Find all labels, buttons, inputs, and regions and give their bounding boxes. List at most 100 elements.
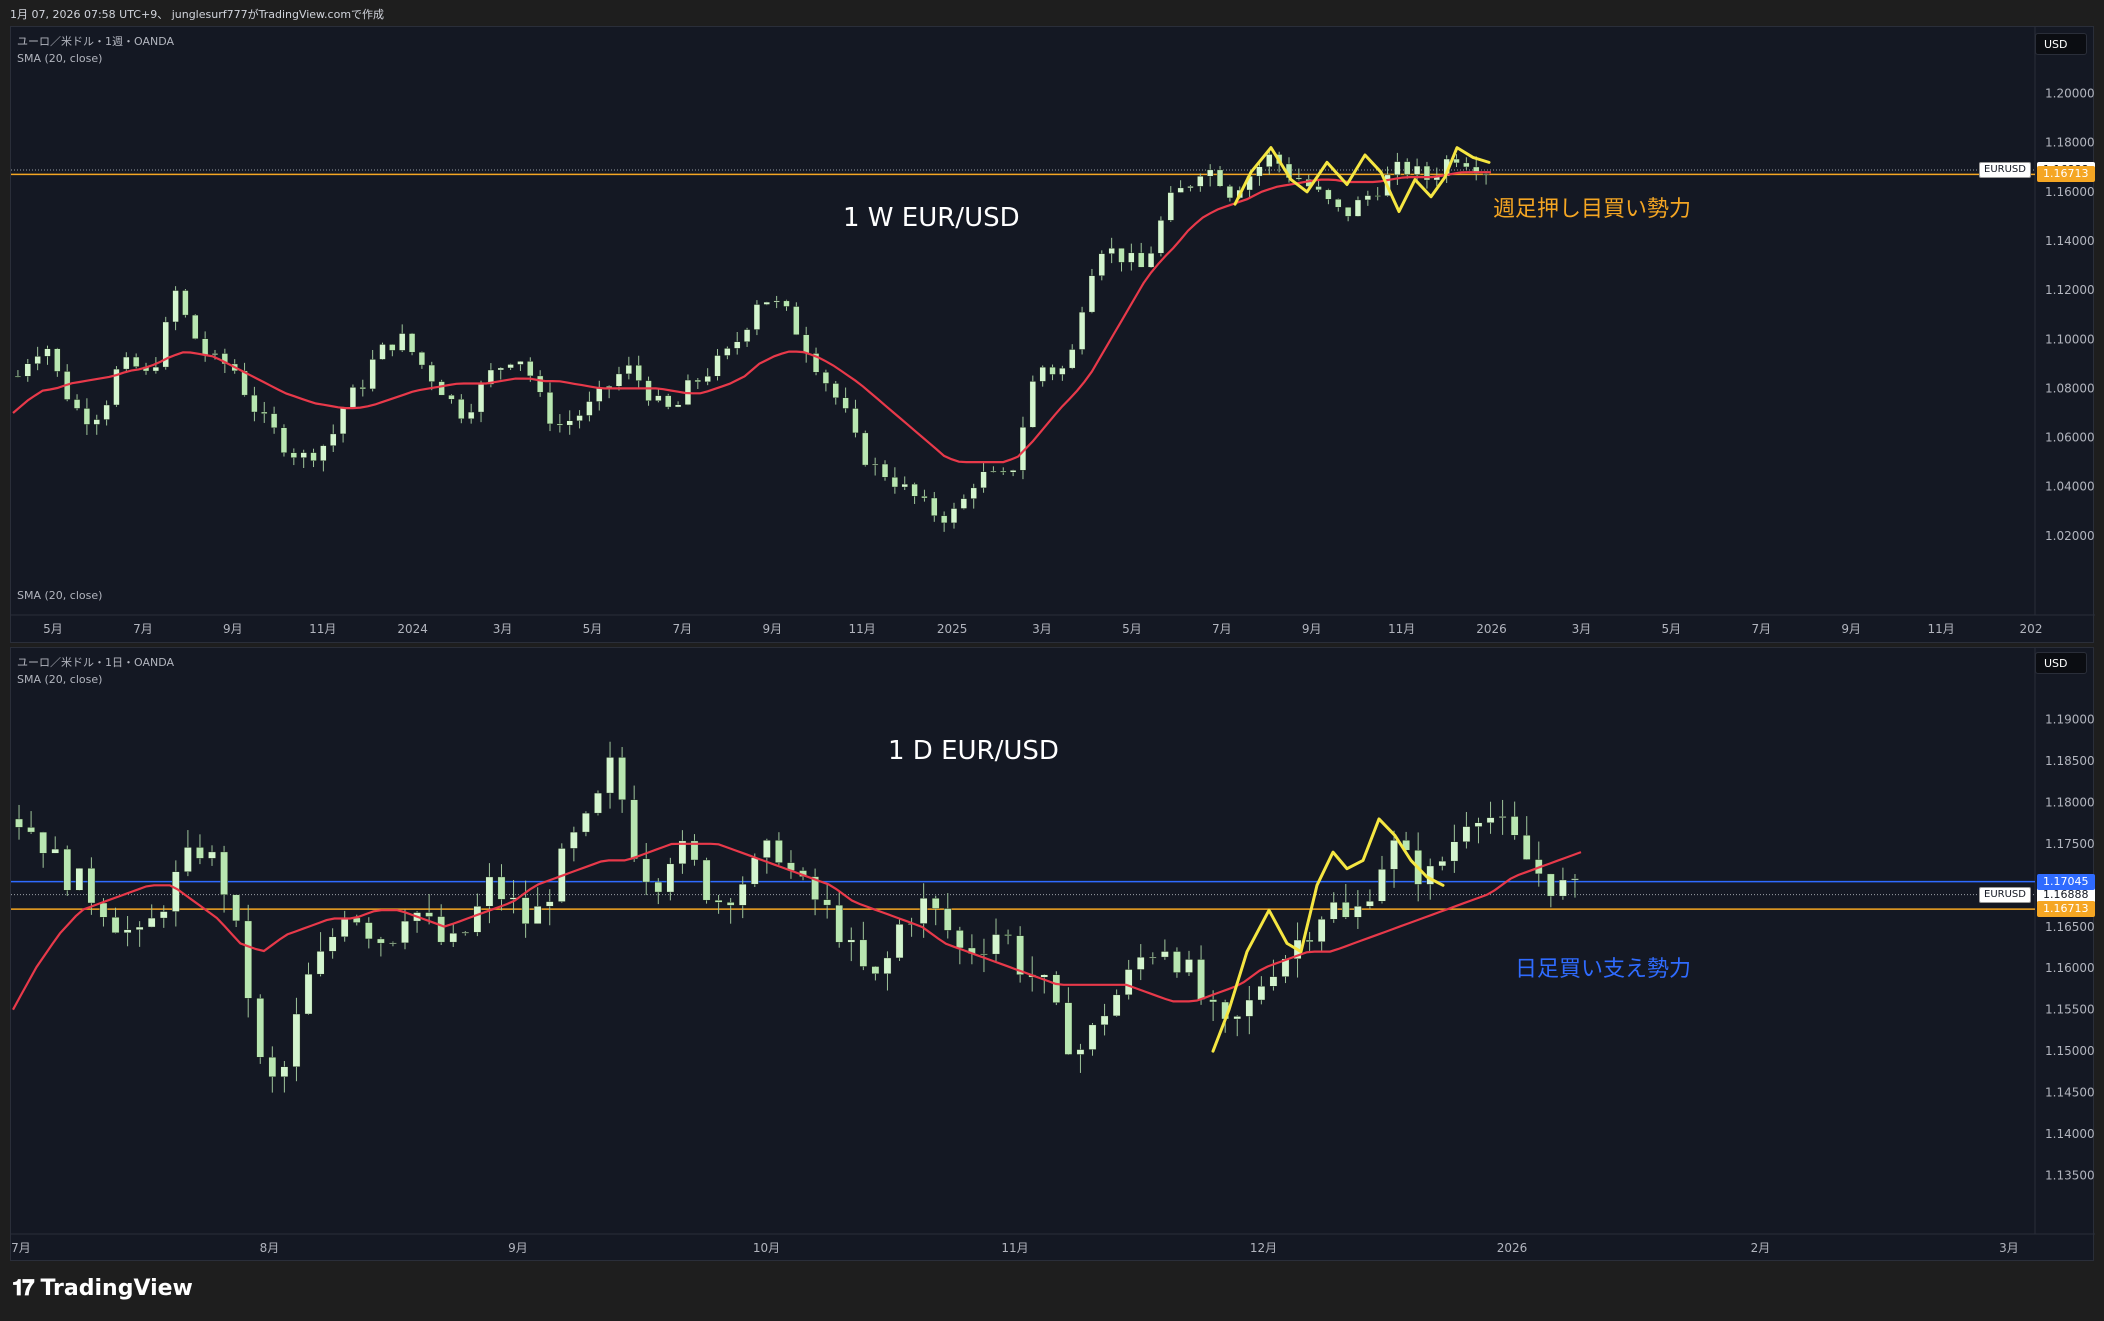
candle [960, 494, 968, 510]
candle [401, 909, 409, 950]
candle-body [1052, 974, 1061, 1003]
candle-body [399, 333, 406, 351]
time-tick-label: 5月 [583, 622, 603, 636]
candle-body [1462, 826, 1471, 842]
candle-body [83, 408, 91, 425]
candle [556, 414, 564, 433]
candle-body [726, 902, 735, 906]
time-tick-label: 11月 [1927, 622, 1954, 636]
sma-20-line [12, 842, 1582, 1011]
candle-body [39, 831, 47, 854]
candle [172, 286, 179, 331]
daily-indicator-label[interactable]: SMA (20, close) [17, 673, 103, 686]
weekly-chart-title: 1 W EUR/USD [843, 203, 1020, 233]
candle [1076, 1043, 1085, 1073]
candle-body [1185, 959, 1193, 973]
candle [787, 850, 795, 879]
candle [678, 830, 687, 874]
candle-body [304, 973, 313, 1015]
candle [14, 370, 22, 378]
candle [1341, 884, 1350, 920]
weekly-sub-indicator-label[interactable]: SMA (20, close) [17, 589, 103, 602]
price-tick-label: 1.12000 [2045, 283, 2095, 297]
candle [292, 997, 301, 1082]
time-tick-label: 2024 [397, 622, 428, 636]
candle-body [823, 899, 831, 906]
time-tick-label: 7月 [11, 1241, 31, 1255]
candle-body [261, 411, 268, 414]
candle [1257, 976, 1266, 1005]
price-tick-label: 1.13500 [2045, 1169, 2095, 1183]
weekly-currency-badge[interactable]: USD [2035, 33, 2087, 55]
candle [256, 994, 265, 1064]
candle-body [113, 368, 120, 406]
candle-body [24, 363, 31, 377]
candle [364, 917, 373, 949]
candle [1216, 166, 1224, 188]
time-tick-label: 9月 [508, 1241, 528, 1255]
candle-body [461, 932, 470, 934]
candle-body [1335, 199, 1342, 208]
candle [1453, 154, 1460, 168]
candle-body [1547, 873, 1555, 897]
candle [901, 476, 908, 491]
candle-body [1498, 816, 1507, 818]
candle [1187, 185, 1194, 192]
candle-body [1187, 186, 1194, 189]
candle [738, 876, 747, 919]
candle [1498, 799, 1507, 835]
candle [399, 324, 406, 353]
price-tick-label: 1.18500 [2045, 754, 2095, 768]
candle [881, 460, 889, 481]
candle-body [862, 432, 869, 466]
candle-body [1197, 959, 1205, 1000]
candle-body [931, 497, 938, 516]
price-line-tag: 1.16713 [2037, 901, 2095, 918]
candle [980, 461, 987, 493]
daily-currency-badge[interactable]: USD [2035, 652, 2087, 674]
candle-body [635, 365, 642, 381]
candle-body [34, 356, 41, 364]
trend-drawing [1211, 817, 1445, 1053]
candle [1167, 186, 1174, 222]
time-tick-label: 2026 [1476, 622, 1507, 636]
time-tick-label: 2月 [1751, 1241, 1771, 1255]
candle-body [714, 355, 721, 377]
candle [1473, 156, 1480, 181]
candle [566, 410, 573, 435]
daily-chart-pane[interactable]: ユーロ／米ドル・1日・OANDA SMA (20, close) 1 D EUR… [10, 647, 2095, 1262]
candle [1315, 178, 1322, 193]
candle-body [1128, 252, 1135, 263]
weekly-candlestick-chart[interactable]: 1.20000 1.18000 1.16000 1.14000 1.12000 1.100… [11, 27, 2095, 644]
weekly-chart-pane[interactable]: ユーロ／米ドル・1週・OANDA SMA (20, close) 1 W EUR… [10, 26, 2095, 644]
candle-body [847, 939, 856, 943]
weekly-indicator-label[interactable]: SMA (20, close) [17, 52, 103, 65]
candle [1136, 944, 1145, 981]
candle [241, 362, 248, 397]
candle-body [724, 348, 731, 356]
candle-body [992, 934, 1000, 955]
time-tick-label: 3月 [1572, 622, 1592, 636]
candle-body [244, 920, 253, 999]
candle [162, 316, 169, 370]
candle-body [743, 329, 751, 342]
daily-candlestick-chart[interactable]: 1.190001.185001.180001.175001.170001.165… [11, 648, 2095, 1262]
candle [734, 332, 741, 355]
candle [1157, 216, 1165, 257]
candle [714, 349, 721, 381]
candle [1118, 248, 1125, 272]
candle-body [208, 851, 216, 859]
price-tick-label: 1.14500 [2045, 1086, 2095, 1100]
candle-body [690, 840, 699, 861]
time-tick-label: 9月 [1841, 622, 1861, 636]
candle-body [1354, 199, 1362, 217]
candle-body [570, 831, 578, 849]
tradingview-footer[interactable]: 𝟏𝟕 TradingView [12, 1276, 193, 1301]
time-tick-label: 12月 [1250, 1241, 1277, 1255]
candle-body [694, 379, 701, 383]
candle-body [773, 300, 780, 303]
candle-body [1088, 275, 1096, 313]
candle [1404, 158, 1411, 179]
price-tick-label: 1.10000 [2045, 332, 2095, 346]
candle [533, 887, 542, 924]
